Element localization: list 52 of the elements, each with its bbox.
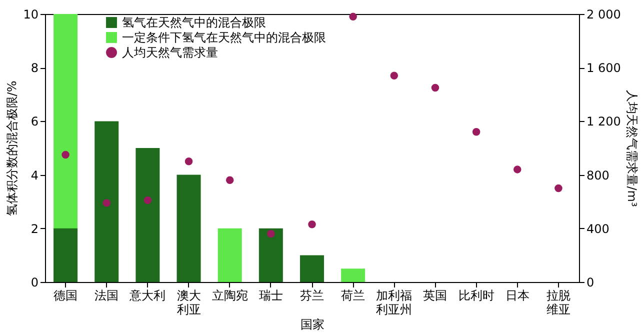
x-tick-label: 日本	[505, 288, 530, 302]
legend-label: 氢气在天然气中的混合极限	[122, 16, 266, 30]
x-tick-label: 荷兰	[341, 288, 366, 302]
y-axis-title: 氢体积分数的混合极限/%	[5, 80, 20, 216]
bar	[341, 268, 366, 282]
bar	[218, 228, 242, 282]
bar	[136, 148, 160, 282]
y-tick-label: 4	[30, 168, 38, 182]
y2-tick-label: 1 600	[586, 61, 621, 76]
bar	[176, 174, 201, 282]
point	[349, 12, 357, 21]
y2-tick-label: 400	[586, 222, 610, 236]
x-tick-label: 澳大利亚	[176, 288, 201, 316]
x-tick-label: 意大利	[128, 288, 166, 302]
x-tick-label: 芬兰	[300, 288, 324, 302]
x-tick-label: 立陶宛	[212, 288, 248, 302]
bar	[94, 121, 119, 282]
point	[226, 176, 234, 184]
point	[144, 196, 152, 204]
y-tick-label: 10	[23, 8, 38, 22]
y2-tick-label: 800	[586, 168, 610, 182]
point	[184, 158, 193, 166]
y-tick-label: 8	[30, 61, 38, 76]
x-axis-title: 国家	[300, 318, 324, 332]
y2-tick-label: 0	[586, 276, 594, 290]
y2-axis-title: 人均天然气需求量/m³	[624, 90, 639, 207]
point	[472, 128, 480, 136]
bar	[300, 255, 324, 282]
legend-label: 一定条件下氢气在天然气中的混合极限	[122, 30, 326, 44]
y-tick-label: 6	[30, 114, 38, 129]
legend-label: 人均天然气需求量	[122, 46, 218, 60]
x-tick-label: 瑞士	[258, 288, 283, 302]
bar	[54, 228, 78, 282]
point	[62, 150, 70, 159]
point	[308, 220, 316, 228]
x-tick-label: 比利时	[458, 288, 494, 302]
point	[431, 84, 440, 92]
y2-tick-label: 1 200	[586, 114, 621, 129]
x-tick-label: 拉脱维亚	[546, 288, 570, 316]
y-tick-label: 0	[30, 276, 38, 290]
x-tick-label: 英国	[423, 288, 448, 302]
y2-tick-label: 2 000	[586, 8, 621, 22]
x-tick-label: 德国	[54, 288, 78, 302]
x-tick-label: 法国	[94, 288, 119, 302]
point	[390, 72, 398, 80]
x-tick-label: 加利福利亚州	[376, 288, 412, 316]
y-tick-label: 2	[30, 222, 38, 236]
point	[514, 166, 522, 174]
point	[102, 199, 110, 207]
bar	[258, 228, 283, 282]
point	[267, 230, 275, 238]
point	[554, 184, 562, 192]
